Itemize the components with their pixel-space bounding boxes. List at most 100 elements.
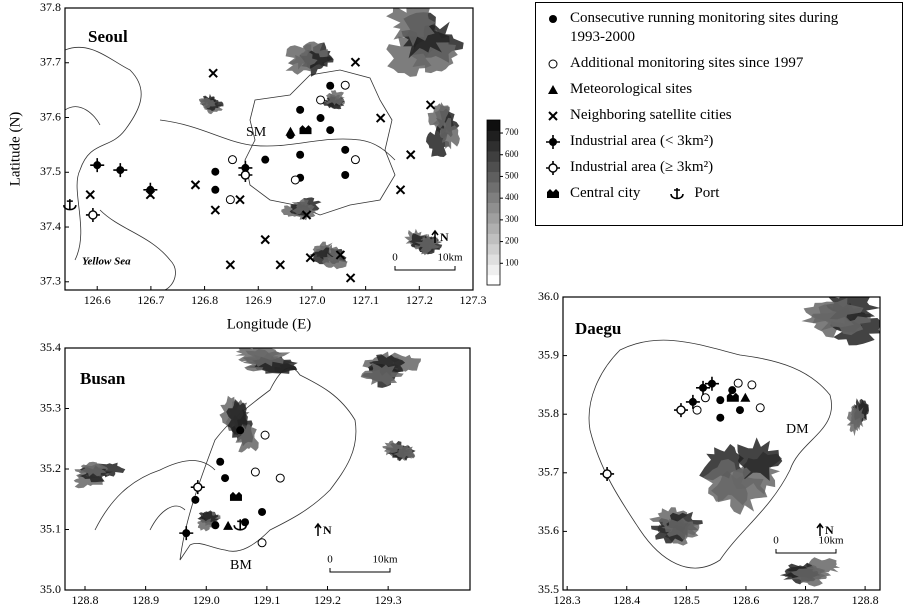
industrial-ring [602,469,612,479]
industrial-dot [241,163,250,172]
legend-label: Central city [570,185,641,201]
additional-site [250,467,260,477]
legend-pair: Central city Port [544,184,894,210]
satellite-city [190,180,201,190]
legend-label: Additional monitoring sites since 1997 [570,55,804,71]
satellite-city [275,260,285,270]
x-tick-label: 128.7 [792,593,819,607]
industrial-large [673,403,688,418]
industrial-small [143,182,158,197]
industrial-small [685,394,700,409]
busan-outlines [94,367,357,561]
y-tick-label: 35.9 [538,347,559,361]
central-city [299,125,312,135]
legend-symbol [670,188,685,200]
y-tick-label: 37.7 [40,55,61,69]
industrial-ring [676,405,686,415]
terrain [78,461,108,477]
colorbar-band [487,264,500,276]
y-tick-label: 37.8 [40,0,61,14]
legend-label: Consecutive running monitoring sites dur… [570,10,839,45]
legend-item: Port [668,184,747,203]
map-terrain [198,8,464,270]
x-tick-label: 126.7 [137,293,164,307]
additional-site [275,473,285,483]
central-city [547,189,559,198]
colorbar-band [487,171,500,183]
legend-label: Industrial area (≥ 3km²) [570,159,714,175]
y-tick-label: 37.4 [40,219,61,233]
legend-item: Central city [544,184,668,203]
colorbar-band [487,212,500,224]
legend-label: Port [694,185,720,201]
additional-site [700,393,710,403]
consecutive-site [296,105,305,114]
terrain [439,117,460,150]
seoul-outlines [65,46,396,290]
terrain [386,8,436,47]
colorbar-label: 300 [505,214,519,224]
map-frame [64,7,474,291]
port [670,188,685,200]
y-tick-label: 35.1 [40,521,61,535]
colorbar-label: 100 [505,257,519,267]
north-arrow [431,229,439,243]
industrial-ring [193,482,203,492]
terrain [803,557,841,574]
consecutive-site [341,171,350,180]
terrain [787,567,827,587]
map-title: Seoul [88,27,128,46]
legend-symbol [546,135,560,149]
terrain [360,362,404,386]
map-frame [64,347,471,591]
scale-bar [394,266,456,271]
y-tick-label: 36.0 [538,289,559,303]
consecutive-site [191,495,200,504]
scale-label: 10km [437,252,463,264]
legend-symbol [548,59,558,69]
additional-site [257,538,267,548]
legend-item: Neighboring satellite cities [544,106,894,125]
industrial-dot [707,379,716,388]
y-axis-label: Latitude (N) [7,112,23,187]
industrial-dot [699,383,708,392]
north-label: N [825,523,834,537]
industrial-small [113,163,128,178]
colorbar-band [487,192,500,203]
annotation: DM [786,422,809,437]
satellite-city [305,252,316,263]
industrial-small [696,380,711,395]
industrial-small [90,158,105,173]
industrial-ring [88,210,98,220]
x-tick-label: 127.3 [460,293,487,307]
satellite-city [425,100,436,110]
consecutive-site [549,15,557,23]
scale-bar [775,549,837,554]
industrial-ring [548,163,558,173]
y-tick-label: 37.6 [40,109,61,123]
terrain [325,93,344,106]
industrial-dot [549,138,557,146]
terrain [235,424,259,453]
legend-item: Consecutive running monitoring sites dur… [544,9,894,47]
map-title: Daegu [575,319,621,338]
central-city [229,491,242,501]
additional-site [227,155,237,165]
y-tick-label: 35.7 [538,465,559,479]
colorbar-band [487,140,500,152]
terrain [285,49,318,75]
x-tick-label: 126.8 [191,293,218,307]
y-tick-label: 37.5 [40,164,61,178]
colorbar-band [487,243,500,255]
north-arrow [314,522,322,536]
consecutive-site [261,155,270,164]
satellite-city [235,194,245,205]
colorbar-label: 500 [505,171,519,181]
consecutive-site [326,81,335,90]
industrial-small [546,135,560,149]
colorbar-label: 200 [505,236,519,246]
legend-label: Industrial area (< 3km²) [570,133,714,149]
industrial-dot [93,161,102,170]
consecutive-site [211,185,220,194]
terrain [368,354,406,377]
